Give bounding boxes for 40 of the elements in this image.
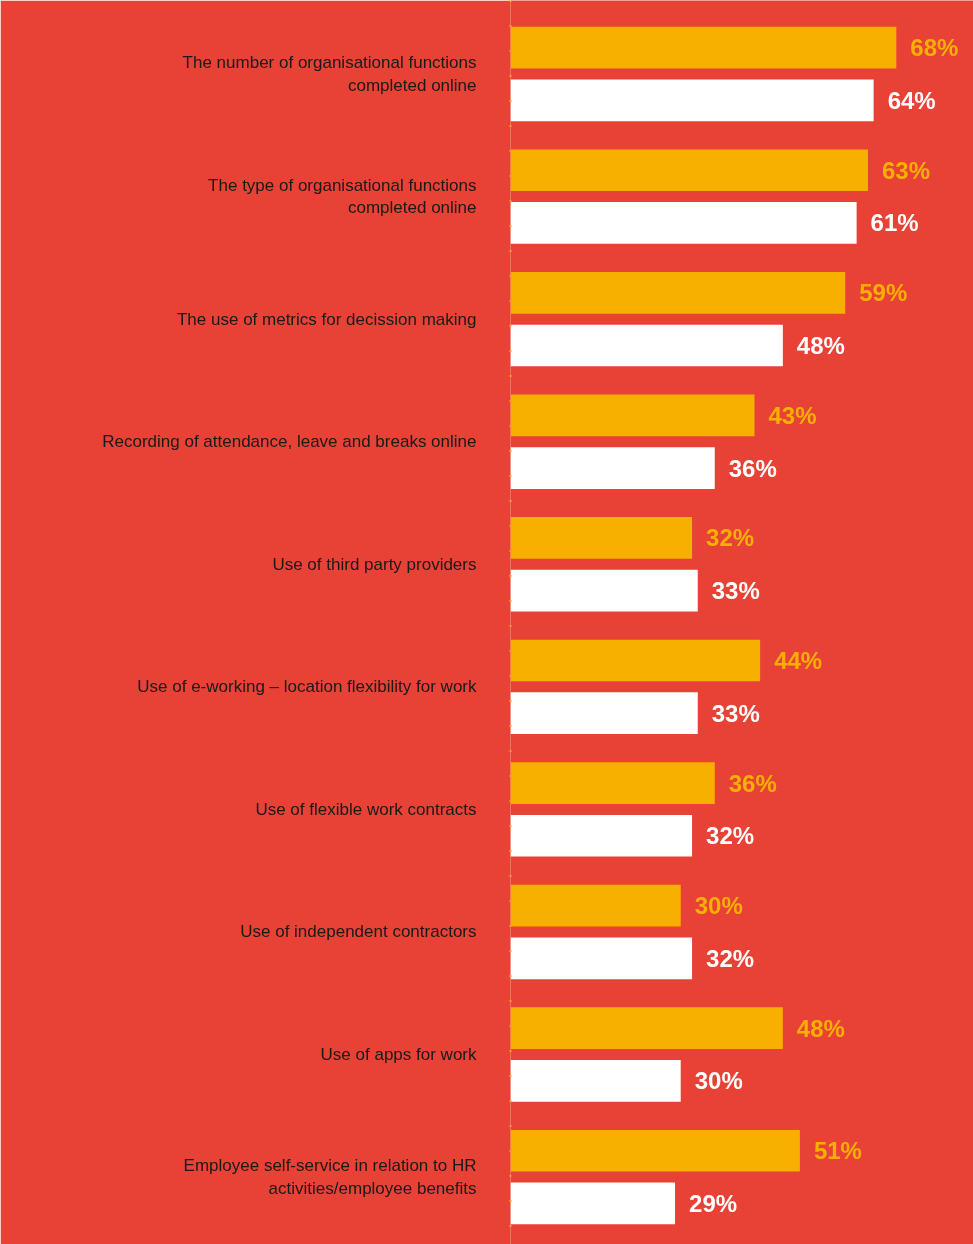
- bar: [510, 202, 857, 244]
- data-label: 32%: [706, 944, 755, 972]
- bar: [510, 814, 693, 857]
- bar: [510, 447, 715, 489]
- data-label: 30%: [694, 892, 743, 920]
- data-label: 30%: [694, 1067, 743, 1095]
- y-tick-label: The use of metrics for decission making: [176, 309, 477, 329]
- bar: [510, 569, 698, 612]
- y-tick-label: Employee self-service in relation to HR activities/employee benefits: [183, 1156, 477, 1198]
- data-label: 36%: [728, 454, 777, 482]
- data-label: 48%: [796, 1014, 845, 1042]
- data-label: 33%: [711, 699, 760, 727]
- bar: [510, 79, 874, 122]
- data-label: 32%: [706, 822, 755, 850]
- data-label: 29%: [689, 1189, 738, 1217]
- data-label: 61%: [870, 209, 919, 237]
- bar: [510, 324, 783, 367]
- bar: [510, 937, 693, 980]
- data-label: 36%: [728, 769, 777, 797]
- data-label: 51%: [813, 1137, 862, 1165]
- data-label: 32%: [706, 524, 755, 552]
- data-label: 44%: [774, 646, 823, 674]
- data-label: 68%: [910, 34, 959, 62]
- bar: [510, 1182, 676, 1225]
- y-tick-label: The type of organisational functions completed online: [208, 175, 477, 218]
- y-tick-label: Use of apps for work: [320, 1045, 477, 1065]
- y-tick-label: Use of third party providers: [272, 554, 477, 574]
- data-label: 59%: [859, 279, 908, 307]
- y-tick-label: The number of organisational functions completed online: [182, 53, 477, 95]
- data-label: 64%: [887, 86, 936, 114]
- y-tick-label: Recording of attendance, leave and breaks online: [102, 432, 477, 452]
- bar: [510, 692, 698, 735]
- data-label: 63%: [881, 156, 931, 184]
- data-label: 43%: [768, 401, 817, 429]
- y-tick-label: Use of flexible work contracts: [255, 799, 477, 819]
- data-label: 33%: [711, 577, 760, 605]
- bar: [510, 1060, 681, 1102]
- y-tick-label: Use of independent contractors: [240, 922, 477, 942]
- data-label: 48%: [796, 332, 845, 360]
- y-tick-label: Use of e-working – location flexibility for work: [137, 677, 477, 697]
